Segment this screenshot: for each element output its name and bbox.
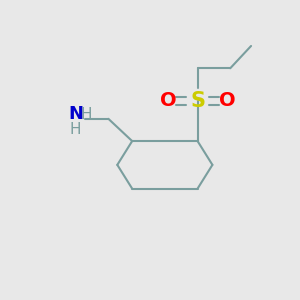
Text: O: O <box>219 92 236 110</box>
Text: H: H <box>80 107 92 122</box>
Text: S: S <box>190 91 205 111</box>
Text: N: N <box>68 105 83 123</box>
Text: H: H <box>70 122 81 137</box>
Text: O: O <box>160 92 176 110</box>
